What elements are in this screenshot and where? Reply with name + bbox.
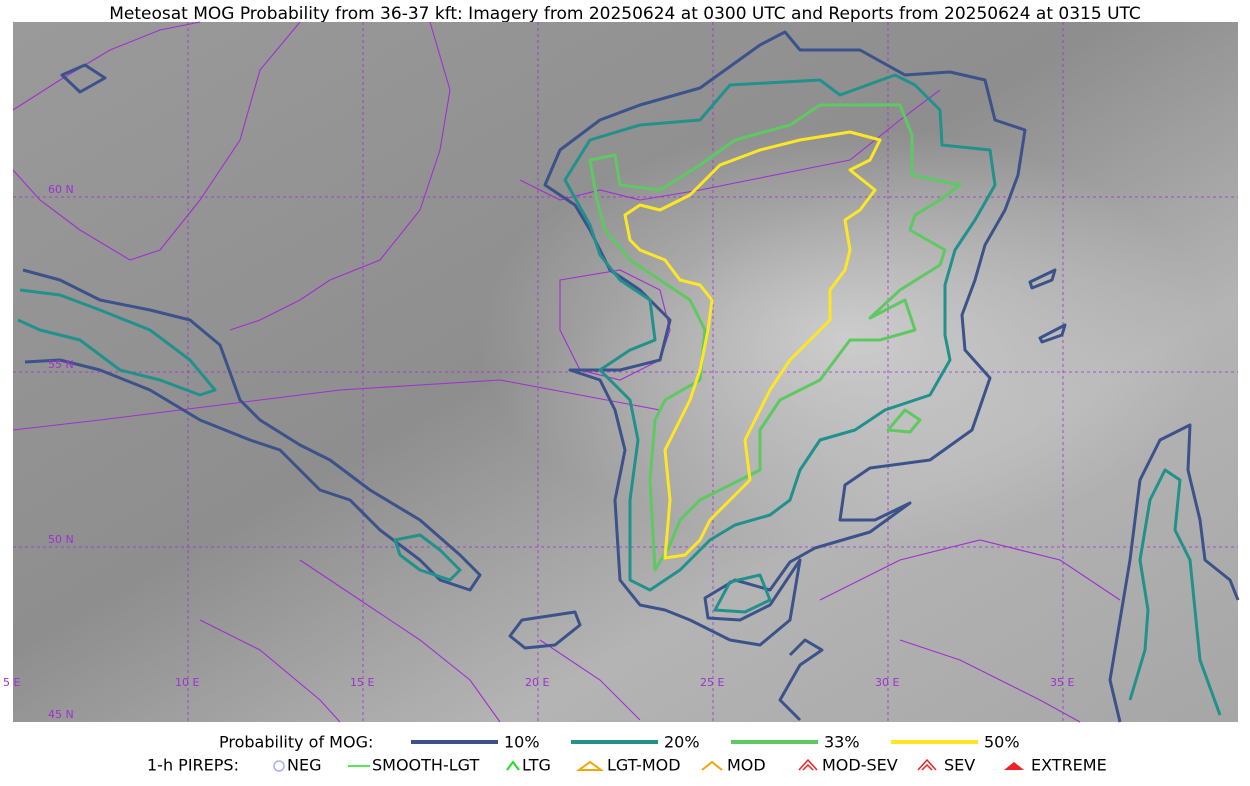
lon-label: 10 E — [175, 676, 199, 689]
probability-contour — [17, 288, 217, 397]
legend-label: 50% — [984, 733, 1020, 752]
lat-label: 60 N — [48, 183, 74, 196]
probability-contour — [543, 30, 1027, 647]
probability-contour — [60, 63, 1067, 722]
probability-contour — [886, 408, 922, 434]
mog-legend: 10% 20% 33% 50% — [411, 733, 1020, 752]
pirep-icons — [273, 758, 1024, 772]
probability-contour — [563, 73, 997, 592]
graticule-labels: 60 N 55 N 50 N 45 N 5 E 10 E 15 E 20 E 2… — [3, 183, 1074, 721]
lon-label: 25 E — [700, 676, 724, 689]
lat-label: 45 N — [48, 708, 74, 721]
contours — [17, 30, 1240, 723]
probability-contour — [588, 103, 962, 572]
pirep-label: MOD-SEV — [822, 756, 898, 775]
pirep-label: LTG — [522, 756, 551, 775]
lat-label: 55 N — [48, 358, 74, 371]
extreme-icon — [1004, 762, 1024, 770]
mod-sev-icon — [798, 758, 818, 771]
lat-label: 50 N — [48, 533, 74, 546]
probability-contour — [1128, 468, 1222, 716]
pirep-label: MOD — [727, 756, 766, 775]
graticule — [13, 22, 1238, 722]
probability-contour — [623, 130, 882, 560]
pirep-label: LGT-MOD — [607, 756, 681, 775]
lgt-mod-icon — [575, 760, 605, 771]
neg-icon — [273, 760, 285, 772]
pirep-label: SMOOTH-LGT — [372, 756, 479, 775]
sev-icon — [917, 758, 937, 771]
pirep-label: EXTREME — [1031, 756, 1107, 775]
legend-title: 1-h PIREPS: — [147, 756, 239, 775]
lon-label: 30 E — [875, 676, 899, 689]
pirep-label: NEG — [287, 756, 321, 775]
probability-contour — [22, 268, 482, 592]
ltg-icon — [506, 760, 520, 771]
probability-contour — [393, 533, 772, 614]
legend-label: 10% — [504, 733, 540, 752]
probability-contour — [1108, 423, 1240, 723]
legend: Probability of MOG: 10% 20% 33% 50% 1-h PIR… — [147, 733, 1107, 775]
legend-title: Probability of MOG: — [219, 733, 373, 752]
lon-label: 20 E — [525, 676, 549, 689]
probability-contour — [508, 610, 582, 650]
mod-icon — [701, 760, 723, 771]
map: 60 N 55 N 50 N 45 N 5 E 10 E 15 E 20 E 2… — [3, 21, 1240, 723]
legend-label: 33% — [824, 733, 860, 752]
map-title: Meteosat MOG Probability from 36-37 kft:… — [109, 4, 1141, 24]
lon-label: 35 E — [1050, 676, 1074, 689]
pirep-label: SEV — [944, 756, 975, 775]
legend-label: 20% — [664, 733, 700, 752]
lon-label: 15 E — [350, 676, 374, 689]
lon-label: 5 E — [3, 676, 20, 689]
